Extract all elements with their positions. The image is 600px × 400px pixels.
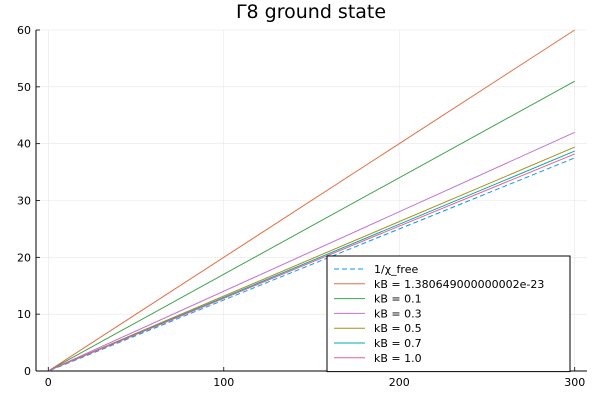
series-line [49, 29, 575, 371]
y-tick-label: 0 [24, 365, 31, 378]
legend-label: kB = 1.380649000000002e-23 [374, 278, 544, 291]
legend-box [326, 255, 571, 373]
y-tick-label: 40 [17, 138, 31, 151]
series-line [49, 80, 575, 371]
y-tick-label: 20 [17, 251, 31, 264]
y-tick-label: 50 [17, 81, 31, 94]
series-line [49, 153, 575, 371]
legend-label: kB = 0.3 [374, 307, 422, 320]
tick-labels: 0 100 200 300 0 10 20 30 40 50 60 [17, 24, 585, 389]
series-line [49, 131, 575, 371]
legend-label: kB = 0.7 [374, 337, 422, 350]
legend-label: kB = 1.0 [374, 352, 422, 365]
x-tick-label: 100 [213, 376, 234, 389]
x-tick-label: 0 [45, 376, 52, 389]
legend-label: kB = 0.1 [374, 293, 422, 306]
series-lines [49, 29, 575, 371]
series-line [49, 146, 575, 371]
legend: 1/χ_free kB = 1.380649000000002e-23 kB = 0… [326, 255, 571, 373]
legend-label: kB = 0.5 [374, 322, 422, 335]
x-tick-label: 300 [564, 376, 585, 389]
series-line [49, 157, 575, 371]
legend-label: 1/χ_free [374, 263, 418, 276]
x-tick-label: 200 [389, 376, 410, 389]
chart-title: Γ8 ground state [236, 1, 386, 23]
y-tick-label: 60 [17, 24, 31, 37]
y-tick-label: 30 [17, 195, 31, 208]
y-tick-label: 10 [17, 308, 31, 321]
